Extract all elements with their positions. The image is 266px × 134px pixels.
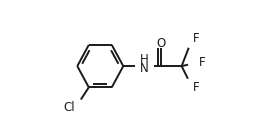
Text: H: H xyxy=(140,53,149,66)
Text: N: N xyxy=(140,62,149,75)
Text: Cl: Cl xyxy=(63,101,75,114)
Text: F: F xyxy=(193,81,200,94)
Text: F: F xyxy=(193,32,200,45)
Text: F: F xyxy=(198,56,205,69)
Text: O: O xyxy=(157,37,166,50)
